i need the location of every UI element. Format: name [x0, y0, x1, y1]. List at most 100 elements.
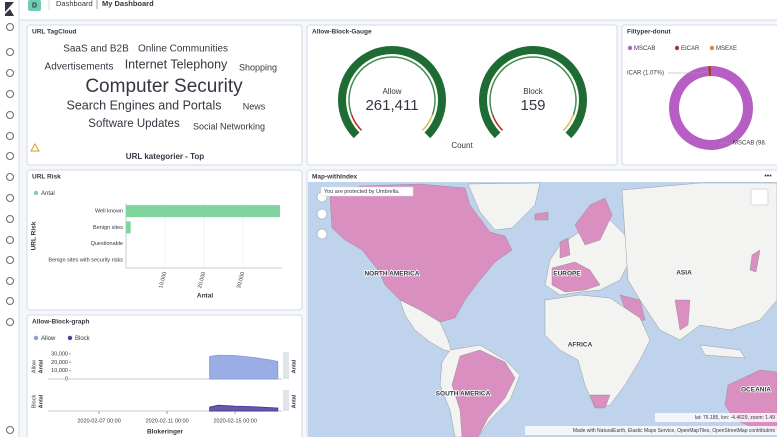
y-tick-label: 20,000 — [51, 360, 68, 366]
map-coordinates: lat: 76.185, lon: -4.4629, zoom: 1.49 — [695, 415, 775, 421]
tag-word: Internet Telephony — [125, 57, 228, 71]
nav-icon[interactable] — [5, 151, 15, 161]
panel-title: Map-withIndex — [312, 174, 358, 181]
avatar-letter: D — [32, 2, 37, 9]
bar — [126, 221, 131, 234]
nav-icon[interactable] — [5, 89, 15, 99]
panel — [26, 24, 303, 166]
map-region — [544, 294, 651, 409]
legend-swatch — [709, 45, 715, 51]
legend-swatch — [674, 45, 680, 51]
tagcloud-footer: URL kategorier - Top — [126, 152, 204, 161]
area — [209, 354, 279, 380]
tag-word: Software Updates — [88, 118, 180, 130]
y-axis-title-right: Antal — [291, 359, 297, 373]
slice-label: MSCAB (98. — [733, 141, 767, 147]
x-tick-label: 2020-02-15 00:00 — [213, 418, 256, 424]
tag-word: Shopping — [239, 62, 277, 72]
legend-label: EICAR — [681, 46, 700, 52]
legend-label: MSCAB — [634, 46, 655, 52]
map-label: OCEANIA — [741, 387, 771, 394]
area — [209, 404, 279, 412]
map-control[interactable] — [316, 208, 328, 220]
x-tick-label: 30,000 — [236, 271, 246, 289]
map-label: EUROPE — [553, 271, 581, 278]
nav-icon[interactable] — [5, 131, 15, 141]
brush-handle — [283, 390, 289, 411]
panel-title: URL Risk — [32, 174, 61, 181]
nav-icon[interactable] — [5, 276, 15, 286]
y-tick-label: Questionable — [91, 241, 123, 247]
legend-swatch — [33, 190, 39, 196]
donut-slice — [669, 66, 753, 150]
bar — [126, 205, 281, 218]
y-axis-title: URL Risk — [31, 221, 38, 250]
legend-label: Block — [75, 336, 91, 342]
nav-icon[interactable] — [5, 110, 15, 120]
map-region — [674, 299, 691, 331]
slice-label: ICAR (1.07%) — [627, 71, 664, 77]
panel-title: URL TagCloud — [32, 29, 77, 36]
x-tick-label: 20,000 — [197, 271, 207, 289]
panel-title: Allow-Block-Gauge — [312, 29, 372, 36]
row-label: Allow — [31, 360, 37, 373]
tag-word: Advertisements — [45, 62, 114, 73]
map-label: ASIA — [676, 270, 692, 277]
gauge-caption: Count — [451, 141, 473, 150]
layers-button[interactable] — [750, 188, 769, 206]
y-tick-label: 30,000 — [51, 351, 68, 357]
nav-icon[interactable] — [5, 425, 15, 435]
map-label: NORTH AMERICA — [364, 271, 419, 278]
legend-swatch — [627, 45, 633, 51]
y-axis-title: Antal — [38, 394, 44, 408]
kibana-logo[interactable] — [5, 2, 14, 16]
map-control[interactable] — [316, 228, 328, 240]
tag-word: SaaS and B2B — [63, 44, 129, 55]
legend-swatch — [67, 335, 73, 341]
gauge-arc — [479, 46, 587, 139]
tooltip-box — [320, 186, 414, 197]
nav-icon[interactable] — [5, 296, 15, 306]
coord-box — [655, 413, 777, 422]
tag-word: Social Networking — [193, 121, 265, 131]
gauge-value: 261,411 — [365, 97, 418, 114]
label-leader — [668, 70, 709, 74]
gauge-label: Allow — [382, 87, 401, 96]
tag-word: Search Engines and Portals — [67, 98, 222, 112]
x-tick-label: 2020-02-07 00:00 — [77, 418, 120, 424]
gauge-arc — [338, 46, 446, 139]
y-tick-label: Well known — [95, 209, 123, 215]
map-tooltip: You are protected by Umbrella. — [324, 189, 400, 195]
panel-menu[interactable]: ••• — [764, 173, 772, 180]
y-axis-title-right: Antal — [291, 394, 297, 408]
gauge-value: 159 — [520, 97, 545, 114]
nav-icon[interactable] — [5, 22, 15, 32]
nav-icon[interactable] — [5, 172, 15, 182]
map-region — [399, 299, 453, 353]
nav-icon[interactable] — [5, 68, 15, 78]
map-region — [451, 349, 516, 437]
map-region — [589, 394, 611, 409]
map-region — [329, 183, 513, 323]
legend-swatch — [33, 335, 39, 341]
legend-label: Antal — [41, 191, 55, 197]
x-axis-title: Antal — [197, 293, 213, 300]
y-tick-label: Benign sites with security risks — [48, 257, 123, 263]
nav-icon[interactable] — [5, 193, 15, 203]
nav-icon[interactable] — [5, 214, 15, 224]
nav-icon[interactable] — [5, 235, 15, 245]
nav-icon[interactable] — [5, 47, 15, 57]
map-region — [621, 182, 777, 341]
gauge-range-low — [350, 114, 363, 131]
panel-title: Filtyper-donut — [627, 29, 672, 36]
x-tick-label: 2020-02-11 00:00 — [146, 418, 189, 424]
avatar[interactable] — [28, 0, 41, 11]
nav-icon[interactable] — [5, 255, 15, 265]
breadcrumb[interactable]: Dashboard — [56, 0, 93, 8]
warning-icon — [30, 142, 40, 152]
gauge-range-high — [562, 114, 575, 131]
breadcrumb-current: My Dashboard — [102, 0, 154, 8]
map-region — [467, 182, 541, 231]
map-label: SOUTH AMERICA — [436, 391, 491, 398]
nav-icon[interactable] — [5, 317, 15, 327]
